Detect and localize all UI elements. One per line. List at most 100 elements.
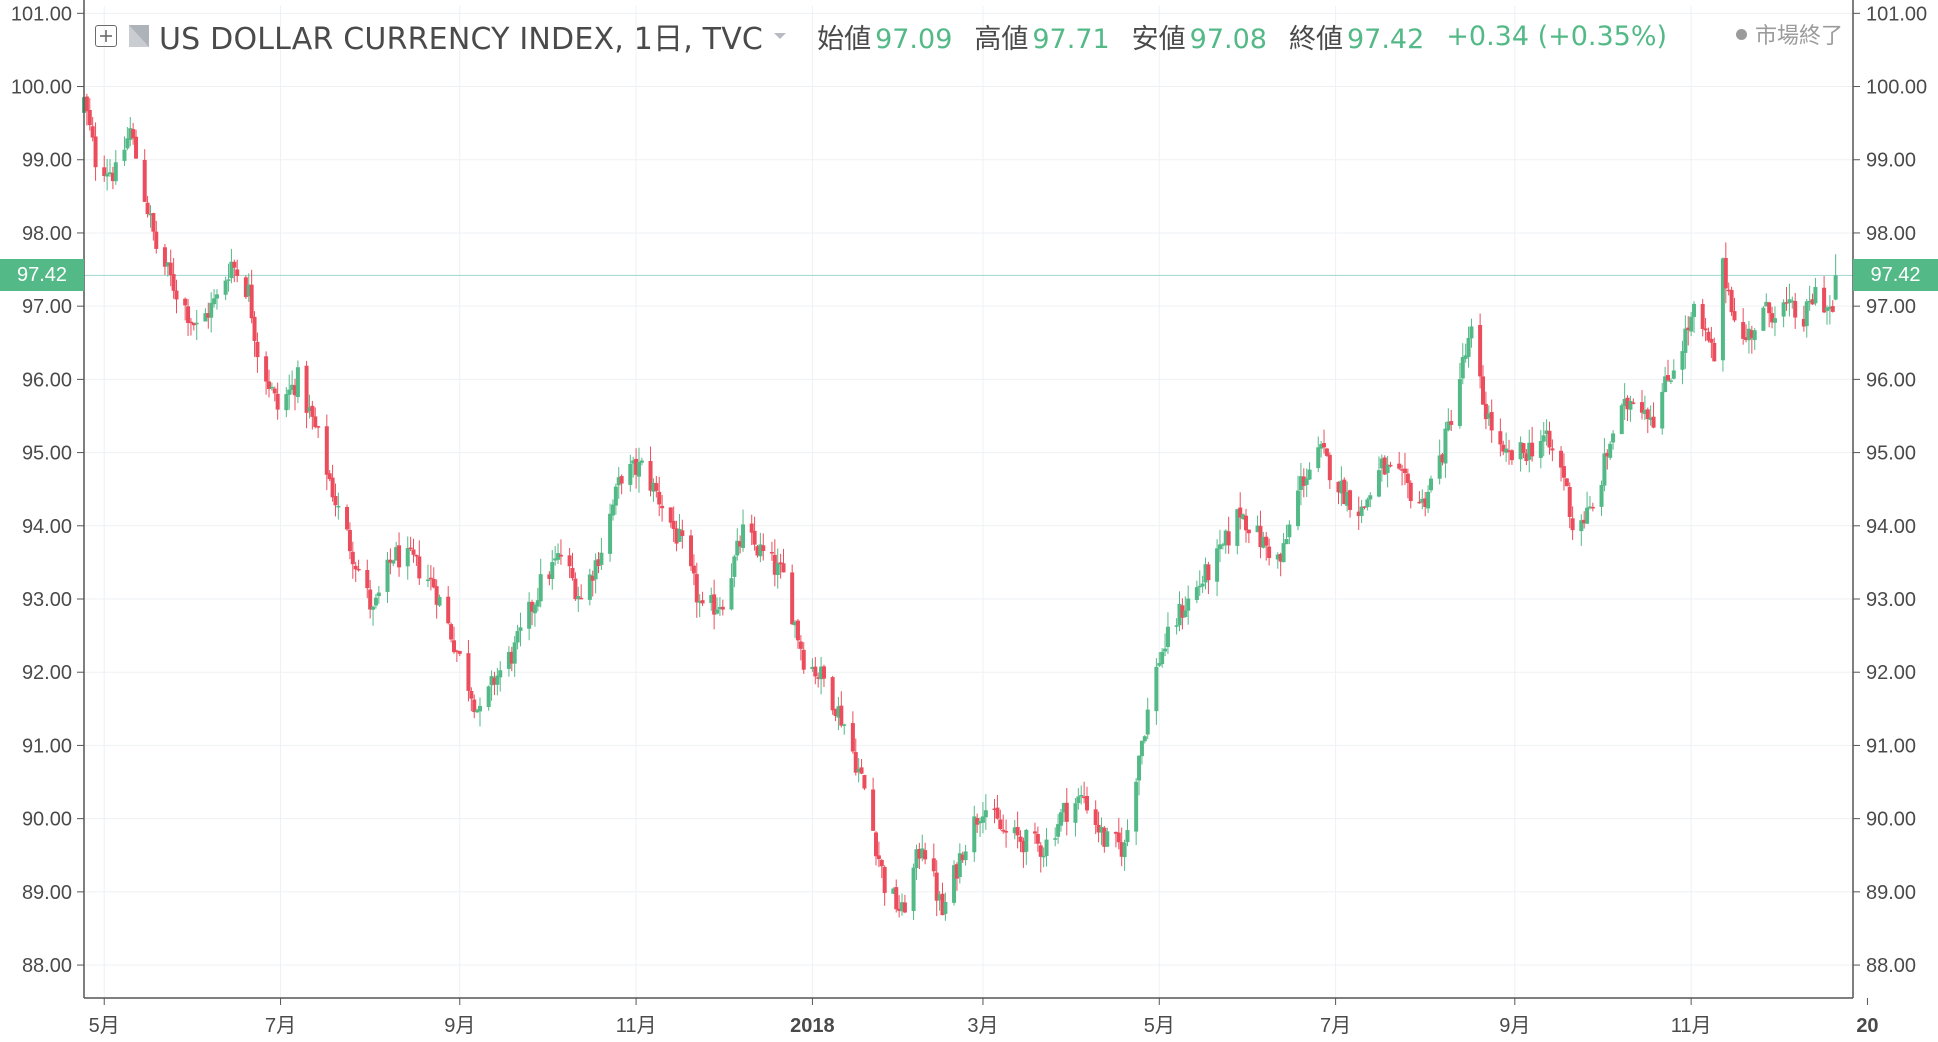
candle-body	[1246, 529, 1251, 534]
candle-body	[1486, 413, 1491, 419]
candle-body	[388, 559, 393, 563]
candle-body	[1379, 458, 1384, 469]
candle-body	[1122, 842, 1127, 858]
candle-body	[1079, 795, 1084, 797]
candle-body	[316, 426, 321, 428]
candle-body	[1261, 537, 1266, 548]
candle-body	[1142, 736, 1147, 742]
candle-body	[853, 752, 858, 773]
candle-body	[1316, 447, 1321, 469]
candle-body	[1194, 587, 1199, 601]
candle-body	[1180, 605, 1185, 618]
candle-body	[579, 597, 584, 600]
candle-body	[587, 574, 592, 600]
candle-body	[1053, 838, 1058, 840]
candle-body	[1206, 564, 1211, 581]
y-tick-label-right: 101.00	[1866, 3, 1927, 25]
x-tick-label: 2018	[790, 1015, 835, 1037]
candle-body	[833, 708, 838, 716]
candle-body	[350, 551, 355, 565]
candle-body	[790, 572, 795, 625]
candle-body	[324, 426, 329, 475]
market-status-label: 市場終了	[1754, 24, 1843, 49]
candle-body	[1547, 430, 1552, 448]
x-tick-label: 11月	[1671, 1015, 1712, 1037]
candle-body	[457, 650, 462, 654]
candle-body	[90, 126, 95, 138]
candle-body	[1220, 544, 1225, 546]
candle-body	[293, 385, 298, 396]
candle-body	[1258, 525, 1263, 547]
candle-body	[434, 586, 439, 605]
candle-body	[1585, 507, 1590, 524]
candle-body	[1160, 651, 1165, 665]
candle-body	[1125, 830, 1130, 843]
candle-body	[712, 594, 717, 615]
candle-body	[1749, 330, 1754, 339]
candle-body	[1726, 289, 1731, 292]
y-tick-label-left: 88.00	[22, 955, 72, 977]
y-tick-label-left: 98.00	[22, 223, 72, 245]
candle-body	[1793, 301, 1798, 318]
candle-body	[1426, 491, 1431, 509]
candle-body	[1032, 831, 1037, 834]
candle-body	[1645, 409, 1650, 420]
candle-body	[1478, 324, 1483, 377]
candle-body	[758, 544, 763, 557]
candle-body	[1822, 287, 1827, 313]
candle-body	[636, 462, 641, 477]
candle-body	[1501, 444, 1506, 452]
candle-body	[1813, 287, 1818, 304]
candle-body	[593, 560, 598, 580]
candle-body	[385, 559, 390, 592]
price-change: +0.34 (+0.35%)	[1446, 20, 1668, 52]
candle-body	[1301, 476, 1306, 486]
candle-body	[518, 627, 523, 631]
candle-body	[1165, 626, 1170, 647]
candle-body	[1504, 448, 1509, 453]
candle-body	[793, 621, 798, 626]
candle-body	[1437, 455, 1442, 479]
candle-body	[102, 167, 107, 176]
candle-body	[1099, 826, 1104, 833]
candle-body	[596, 559, 601, 566]
candle-body	[131, 129, 136, 139]
candle-body	[553, 558, 558, 561]
last-price-label-right: 97.42	[1853, 259, 1938, 292]
candle-body	[1827, 306, 1832, 310]
candle-body	[1440, 454, 1445, 463]
candle-body	[1720, 258, 1725, 361]
candle-body	[183, 298, 188, 306]
candle-body	[1154, 666, 1159, 712]
candle-body	[876, 855, 881, 860]
candle-body	[1686, 327, 1691, 331]
candle-body	[269, 386, 274, 389]
candle-body	[1723, 258, 1728, 289]
candle-body	[732, 556, 737, 577]
candle-body	[556, 553, 561, 560]
candle-body	[376, 592, 381, 597]
candle-body	[741, 524, 746, 548]
candle-body	[1732, 311, 1737, 321]
candle-body	[775, 563, 780, 576]
candle-body	[168, 262, 173, 276]
y-tick-label-right: 97.00	[1866, 296, 1916, 318]
candle-body	[1541, 435, 1546, 442]
toggle-legend-button[interactable]	[95, 25, 117, 47]
x-tick-label: 5月	[1144, 1015, 1175, 1037]
candle-body	[954, 864, 959, 879]
chevron-down-icon[interactable]	[773, 31, 787, 41]
candle-body	[327, 473, 332, 480]
candle-body	[940, 893, 945, 916]
y-tick-label-right: 90.00	[1866, 809, 1916, 831]
candle-body	[1287, 524, 1292, 538]
candle-body	[1382, 457, 1387, 475]
candle-body	[498, 670, 503, 678]
candle-body	[1729, 289, 1734, 313]
candle-body	[532, 604, 537, 614]
candle-body	[1582, 519, 1587, 524]
candle-body	[1226, 531, 1231, 546]
candle-body	[266, 381, 271, 390]
candle-body	[1449, 421, 1454, 425]
